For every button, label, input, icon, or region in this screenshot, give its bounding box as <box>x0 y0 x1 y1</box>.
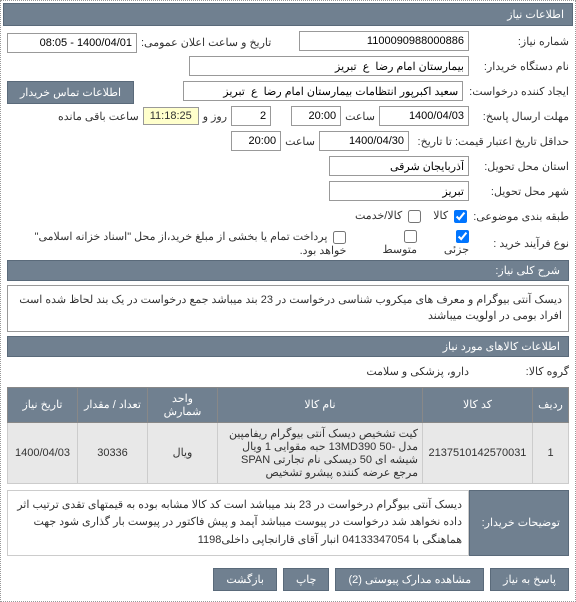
small-checkbox-label[interactable]: جزئی <box>429 230 469 256</box>
row-credit-deadline: حداقل تاریخ اعتبار قیمت: تا تاریخ: ساعت <box>7 130 569 152</box>
small-checkbox[interactable] <box>456 230 469 243</box>
footer-buttons: پاسخ به نیاز مشاهده مدارک پیوستی (2) چاپ… <box>7 564 569 595</box>
medium-text: متوسط <box>382 244 417 256</box>
row-delivery-province: استان محل تحویل: <box>7 155 569 177</box>
items-info-bar: اطلاعات کالاهای مورد نیاز <box>7 336 569 357</box>
budget-label: طبقه بندی موضوعی: <box>467 210 569 223</box>
table-header-row: ردیف کد کالا نام کالا واحد شمارش تعداد /… <box>8 387 569 422</box>
cell-name: کیت تشخیص دیسک آنتی بیوگرام ریفامپین مدل… <box>218 422 423 483</box>
row-creator: ایجاد کننده درخواست: اطلاعات تماس خریدار <box>7 80 569 105</box>
creator-field[interactable] <box>183 81 463 101</box>
cell-unit: ویال <box>148 422 218 483</box>
group-value: دارو، پزشکی و سلامت <box>366 365 469 378</box>
service-checkbox-label[interactable]: کالا/خدمت <box>355 209 421 223</box>
credit-deadline-time-label: ساعت <box>285 135 315 148</box>
col-code: کد کالا <box>423 387 533 422</box>
page-title: اطلاعات نیاز <box>507 9 564 21</box>
goods-checkbox[interactable] <box>454 210 467 223</box>
table-row: 1 2137510142570031 کیت تشخیص دیسک آنتی ب… <box>8 422 569 483</box>
items-info-title: اطلاعات کالاهای مورد نیاز <box>443 341 560 353</box>
medium-checkbox-label[interactable]: متوسط <box>368 230 417 256</box>
row-group: گروه کالا: دارو، پزشکی و سلامت <box>7 361 569 383</box>
deadline-time-field[interactable] <box>291 106 341 126</box>
general-desc-title: شرح کلی نیاز: <box>495 265 560 277</box>
deadline-days-field[interactable] <box>231 106 271 126</box>
print-button[interactable]: چاپ <box>283 568 330 591</box>
group-label: گروه کالا: <box>469 365 569 378</box>
back-button[interactable]: بازگشت <box>213 568 277 591</box>
public-date-field[interactable] <box>7 33 137 53</box>
cell-date: 1400/04/03 <box>8 422 78 483</box>
deadline-days-label: روز و <box>203 110 227 123</box>
row-need-number: شماره نیاز: تاریخ و ساعت اعلان عمومی: <box>7 30 569 55</box>
cell-index: 1 <box>533 422 569 483</box>
credit-deadline-label: حداقل تاریخ اعتبار قیمت: تا تاریخ: <box>409 135 569 148</box>
goods-checkbox-label[interactable]: کالا <box>433 209 467 223</box>
buyer-device-label: نام دستگاه خریدار: <box>469 60 569 73</box>
col-qty: تعداد / مقدار <box>78 387 148 422</box>
goods-text: کالا <box>433 210 448 222</box>
buyer-notes-label-cell: توضیحات خریدار: <box>469 490 569 557</box>
col-date: تاریخ نیاز <box>8 387 78 422</box>
medium-checkbox[interactable] <box>404 230 417 243</box>
service-text: کالا/خدمت <box>355 210 402 222</box>
row-buyer-device: نام دستگاه خریدار: <box>7 55 569 77</box>
public-date-label: تاریخ و ساعت اعلان عمومی: <box>141 36 271 49</box>
description-box: دیسک آنتی بیوگرام و معرف های میکروب شناس… <box>7 285 569 332</box>
deadline-label: مهلت ارسال پاسخ: <box>469 110 569 123</box>
delivery-city-field[interactable] <box>329 181 469 201</box>
page-title-bar: اطلاعات نیاز <box>3 3 573 26</box>
deadline-remaining-label: ساعت باقی مانده <box>58 110 139 123</box>
credit-deadline-date-field[interactable] <box>319 131 409 151</box>
col-name: نام کالا <box>218 387 423 422</box>
delivery-province-field[interactable] <box>329 156 469 176</box>
row-deadline: مهلت ارسال پاسخ: ساعت روز و 11:18:25 ساع… <box>7 105 569 127</box>
row-budget: طبقه بندی موضوعی: کالا کالا/خدمت <box>7 205 569 227</box>
credit-deadline-time-field[interactable] <box>231 131 281 151</box>
deadline-time-label: ساعت <box>345 110 375 123</box>
deadline-countdown: 11:18:25 <box>143 107 199 125</box>
reply-button[interactable]: پاسخ به نیاز <box>490 568 569 591</box>
service-checkbox[interactable] <box>408 210 421 223</box>
delivery-province-label: استان محل تحویل: <box>469 160 569 173</box>
small-text: جزئی <box>444 244 469 256</box>
deadline-date-field[interactable] <box>379 106 469 126</box>
main-content: شماره نیاز: تاریخ و ساعت اعلان عمومی: نا… <box>3 26 573 599</box>
delivery-city-label: شهر محل تحویل: <box>469 185 569 198</box>
row-purchase-type: نوع فرآیند خرید : جزئی متوسط پرداخت تمام… <box>7 230 569 257</box>
treasury-checkbox-label[interactable]: پرداخت تمام یا بخشی از مبلغ خرید،از محل … <box>19 230 346 257</box>
purchase-type-label: نوع فرآیند خرید : <box>469 237 569 250</box>
contact-buyer-button[interactable]: اطلاعات تماس خریدار <box>7 81 134 104</box>
treasury-note: پرداخت تمام یا بخشی از مبلغ خرید،از محل … <box>35 231 347 257</box>
cell-code: 2137510142570031 <box>423 422 533 483</box>
cell-qty: 30336 <box>78 422 148 483</box>
general-desc-bar: شرح کلی نیاز: <box>7 260 569 281</box>
need-number-label: شماره نیاز: <box>469 35 569 48</box>
treasury-checkbox[interactable] <box>333 231 346 244</box>
attachments-button[interactable]: مشاهده مدارک پیوستی (2) <box>335 568 484 591</box>
items-table: ردیف کد کالا نام کالا واحد شمارش تعداد /… <box>7 387 569 484</box>
row-delivery-city: شهر محل تحویل: <box>7 180 569 202</box>
need-number-field[interactable] <box>299 31 469 51</box>
buyer-notes-row: توضیحات خریدار: دیسک آنتی بیوگرام درخواس… <box>7 490 569 557</box>
creator-label: ایجاد کننده درخواست: <box>463 85 569 98</box>
buyer-notes-text: دیسک آنتی بیوگرام درخواست در 23 بند میبا… <box>7 490 469 557</box>
buyer-device-field[interactable] <box>189 56 469 76</box>
col-index: ردیف <box>533 387 569 422</box>
col-unit: واحد شمارش <box>148 387 218 422</box>
buyer-notes-label: توضیحات خریدار: <box>482 516 560 529</box>
